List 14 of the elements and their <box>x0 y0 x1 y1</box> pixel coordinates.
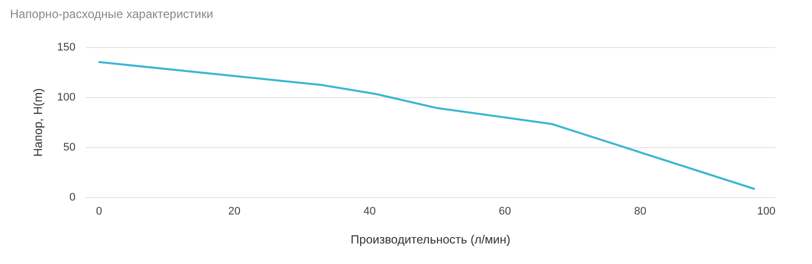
x-axis-title: Производительность (л/мин) <box>350 232 510 246</box>
x-tick-label: 100 <box>757 206 776 218</box>
x-tick-label: 40 <box>363 206 376 218</box>
y-axis-title: Напор, H(m) <box>31 88 46 157</box>
x-tick-label: 60 <box>498 206 512 218</box>
chart-title: Напорно-расходные характеристики <box>10 7 214 21</box>
x-tick-label: 20 <box>228 206 240 218</box>
y-tick-label: 0 <box>69 192 76 204</box>
x-tick-label: 80 <box>634 206 646 218</box>
x-tick-label: 0 <box>96 206 102 218</box>
y-tick-label: 100 <box>57 92 76 104</box>
y-tick-label: 150 <box>57 42 76 54</box>
y-tick-label: 50 <box>63 142 76 154</box>
line-series <box>98 61 756 190</box>
